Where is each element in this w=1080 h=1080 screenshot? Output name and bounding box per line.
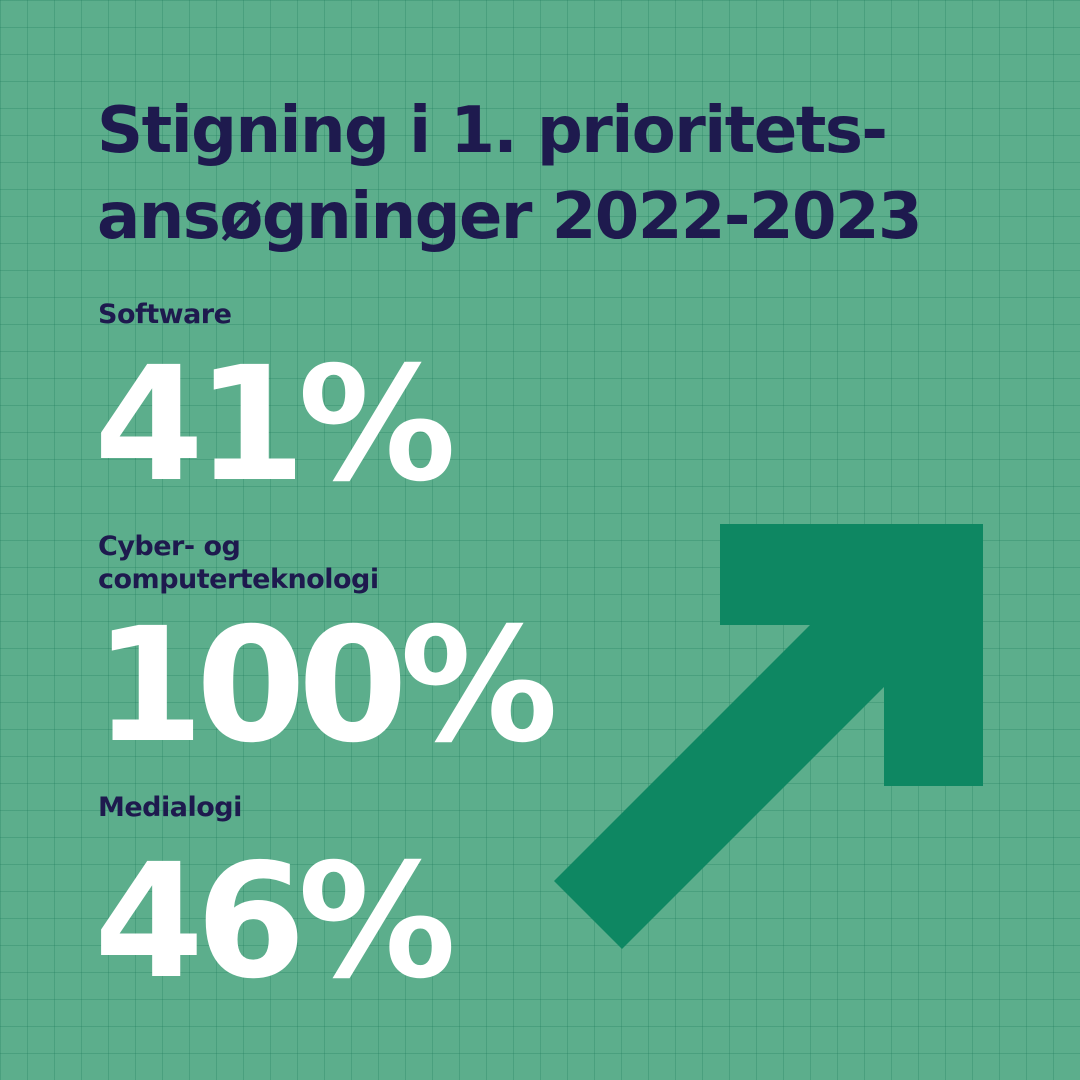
- page-title: Stigning i 1. prioritets- ansøgninger 20…: [97, 88, 1057, 260]
- title-line-1: Stigning i 1. prioritets-: [97, 94, 888, 168]
- stat-label-line: Software: [98, 299, 232, 330]
- stat-label-line: Medialogi: [98, 792, 242, 823]
- stat-label-cyber-computer: Cyber- og computerteknologi: [98, 530, 379, 596]
- stat-value-cyber-computer: 100%: [94, 594, 558, 778]
- arrow-up-right-icon: [554, 524, 983, 949]
- stat-label-medialogi: Medialogi: [98, 791, 242, 824]
- stat-label-line: Cyber- og: [98, 531, 241, 562]
- stat-label-line: computerteknologi: [98, 564, 379, 595]
- stat-value-software: 41%: [94, 333, 456, 517]
- title-line-2: ansøgninger 2022-2023: [97, 180, 923, 254]
- stat-label-software: Software: [98, 298, 232, 331]
- stat-value-medialogi: 46%: [94, 830, 456, 1014]
